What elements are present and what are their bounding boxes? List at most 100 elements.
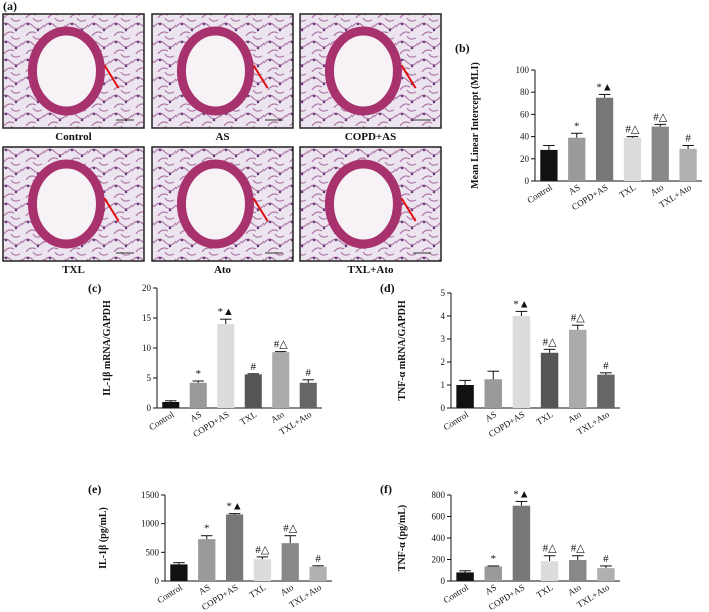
image-caption: AS [215, 131, 229, 143]
error-bar [515, 310, 528, 316]
y-tick-label: 100 [516, 65, 530, 75]
error-bar [275, 351, 287, 353]
panel-label: (c) [88, 281, 101, 295]
x-tick-label: TXL [617, 182, 637, 200]
significance-mark: *▲ [226, 501, 242, 513]
bar [162, 402, 180, 408]
significance-mark: #△ [571, 543, 586, 555]
x-tick-label: TXL [247, 582, 267, 600]
error-bar [515, 500, 528, 506]
x-tick-label: TXL+Ato [575, 582, 611, 610]
x-tick-label: TXL+Ato [575, 409, 611, 437]
bar [540, 352, 559, 408]
bar [456, 572, 474, 581]
error-bar [459, 570, 471, 573]
bar [225, 514, 244, 581]
significance-mark: #△ [625, 124, 640, 136]
bar [170, 564, 188, 581]
significance-mark: # [315, 553, 321, 565]
y-axis-label: TNF-α (pg/mL) [397, 505, 408, 571]
y-tick-label: 80 [520, 87, 530, 97]
x-tick-label: Ato [649, 182, 666, 198]
airway-wall [176, 159, 254, 249]
bar [484, 566, 502, 581]
error-bar [165, 400, 177, 402]
panel-label: (f) [380, 482, 392, 496]
significance-mark: # [685, 132, 691, 144]
significance-mark: # [603, 360, 609, 372]
error-bar [173, 562, 185, 565]
bar [623, 137, 642, 181]
bar [679, 148, 697, 181]
error-bar [247, 373, 259, 375]
bar [568, 137, 586, 181]
bar [512, 505, 531, 581]
x-tick-label: TXL+Ato [287, 582, 323, 610]
airway-wall [27, 159, 105, 249]
bar [540, 149, 558, 181]
significance-mark: *▲ [513, 488, 529, 500]
error-bar [682, 144, 694, 149]
y-tick-label: 1000 [141, 519, 160, 529]
bar [198, 539, 216, 581]
bar [244, 374, 262, 408]
panel-label: (b) [455, 41, 470, 55]
significance-mark: #△ [653, 111, 668, 123]
x-tick-label: AS [483, 409, 498, 424]
y-tick-label: 0 [441, 403, 446, 413]
error-bar [626, 136, 639, 138]
panel-label: (d) [380, 281, 395, 295]
arrow [103, 64, 120, 89]
bar [217, 324, 235, 408]
y-tick-label: 15 [142, 313, 152, 323]
x-tick-label: TXL [535, 409, 555, 427]
error-bar [284, 535, 297, 544]
panel-label: (a) [3, 0, 17, 13]
y-tick-label: 3 [441, 334, 446, 344]
bar [484, 379, 502, 408]
arrow [252, 197, 269, 222]
bar [569, 560, 587, 581]
image-caption: Control [55, 131, 91, 143]
x-tick-label: Control [442, 582, 471, 605]
y-tick-label: 0 [441, 576, 446, 586]
bar [540, 561, 559, 581]
error-bar [570, 132, 583, 138]
significance-mark: *▲ [218, 306, 234, 318]
image-caption: Ato [214, 264, 232, 276]
x-tick-label: Ato [279, 582, 296, 598]
y-tick-label: 0 [155, 576, 160, 586]
significance-mark: #△ [543, 336, 558, 348]
significance-mark: * [204, 523, 210, 535]
error-bar [302, 379, 314, 383]
significance-mark: #△ [274, 339, 289, 351]
y-tick-label: 800 [432, 490, 446, 500]
bar [597, 374, 615, 408]
x-tick-label: Control [147, 409, 176, 432]
significance-mark: *▲ [596, 81, 612, 93]
y-tick-label: 500 [146, 547, 160, 557]
error-bar [228, 513, 241, 515]
significance-mark: * [574, 120, 580, 132]
y-tick-label: 0 [525, 176, 530, 186]
bar [272, 352, 290, 408]
error-bar [192, 380, 204, 383]
airway-wall [27, 26, 105, 116]
arrow [252, 64, 269, 89]
airway-wall [324, 159, 402, 249]
x-tick-label: Control [155, 582, 184, 605]
y-tick-label: 2 [441, 357, 446, 367]
x-tick-label: AS [567, 182, 582, 197]
significance-mark: #△ [283, 523, 298, 535]
y-axis-label: TNF-α mRNA/GAPDH [397, 300, 408, 401]
bar [512, 316, 531, 408]
airway-wall [324, 26, 402, 116]
error-bar [200, 535, 213, 540]
bar [569, 329, 587, 408]
significance-mark: #△ [543, 543, 558, 555]
error-bar [571, 555, 584, 561]
error-bar [600, 372, 612, 375]
y-tick-label: 60 [520, 109, 530, 119]
airway-wall [176, 26, 254, 116]
x-tick-label: AS [483, 582, 498, 597]
